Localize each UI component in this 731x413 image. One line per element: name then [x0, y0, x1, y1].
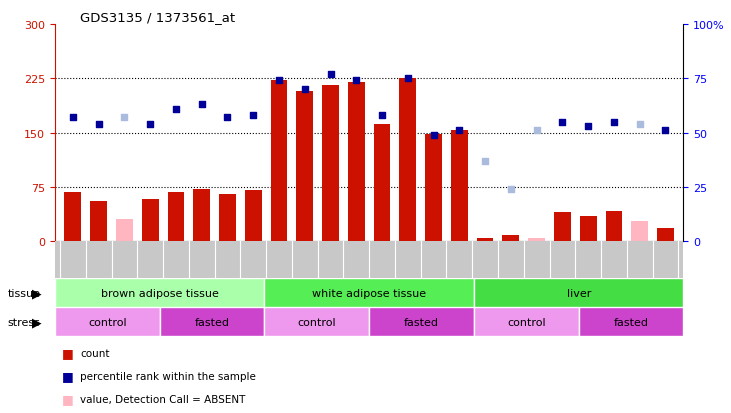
Bar	[605, 211, 622, 242]
Text: count: count	[80, 348, 110, 358]
Text: ■: ■	[62, 369, 74, 382]
Point	[170, 106, 182, 113]
Bar	[193, 190, 210, 242]
Bar	[554, 213, 571, 242]
Bar	[142, 200, 159, 242]
Text: control: control	[88, 317, 126, 327]
Bar	[55, 279, 265, 308]
Bar	[90, 202, 107, 242]
Point	[428, 132, 439, 139]
Text: fasted: fasted	[404, 317, 439, 327]
Point	[608, 119, 620, 126]
Bar	[374, 125, 390, 242]
Bar	[529, 238, 545, 242]
Bar	[474, 279, 683, 308]
Bar	[425, 135, 442, 242]
Point	[402, 76, 414, 82]
Bar	[265, 308, 369, 337]
Bar	[632, 221, 648, 242]
Text: tissue: tissue	[7, 288, 40, 298]
Text: fasted: fasted	[613, 317, 648, 327]
Bar	[477, 238, 493, 242]
Text: GDS3135 / 1373561_at: GDS3135 / 1373561_at	[80, 11, 235, 24]
Text: control: control	[298, 317, 336, 327]
Bar	[270, 81, 287, 242]
Point	[505, 186, 517, 193]
Point	[556, 119, 568, 126]
Bar	[159, 308, 265, 337]
Point	[350, 78, 362, 85]
Text: ▶: ▶	[31, 287, 42, 300]
Point	[221, 115, 233, 121]
Point	[93, 121, 105, 128]
Bar	[55, 308, 159, 337]
Bar	[265, 279, 474, 308]
Bar	[64, 192, 81, 242]
Point	[453, 128, 465, 134]
Text: stress: stress	[7, 317, 40, 327]
Text: liver: liver	[567, 288, 591, 298]
Bar	[296, 92, 313, 242]
Point	[325, 71, 336, 78]
Text: ▶: ▶	[31, 316, 42, 329]
Point	[118, 115, 130, 121]
Bar	[116, 220, 133, 242]
Bar	[399, 79, 416, 242]
Bar	[657, 229, 674, 242]
Point	[480, 158, 491, 165]
Point	[376, 113, 388, 119]
Point	[659, 128, 671, 134]
Text: percentile rank within the sample: percentile rank within the sample	[80, 371, 257, 381]
Point	[144, 121, 156, 128]
Bar	[579, 308, 683, 337]
Text: brown adipose tissue: brown adipose tissue	[101, 288, 219, 298]
Bar	[167, 192, 184, 242]
Text: fasted: fasted	[194, 317, 230, 327]
Bar	[474, 308, 579, 337]
Point	[67, 115, 79, 121]
Text: ■: ■	[62, 392, 74, 405]
Text: white adipose tissue: white adipose tissue	[312, 288, 426, 298]
Bar	[369, 308, 474, 337]
Bar	[348, 83, 365, 242]
Point	[299, 87, 311, 93]
Bar	[245, 191, 262, 242]
Point	[583, 123, 594, 130]
Bar	[502, 236, 519, 242]
Text: ■: ■	[62, 347, 74, 360]
Point	[196, 102, 208, 108]
Bar	[451, 131, 468, 242]
Bar	[219, 195, 236, 242]
Bar	[322, 86, 339, 242]
Point	[273, 78, 285, 85]
Point	[634, 121, 645, 128]
Text: control: control	[507, 317, 545, 327]
Text: value, Detection Call = ABSENT: value, Detection Call = ABSENT	[80, 394, 246, 404]
Point	[247, 113, 259, 119]
Bar	[580, 216, 596, 242]
Point	[531, 128, 542, 134]
